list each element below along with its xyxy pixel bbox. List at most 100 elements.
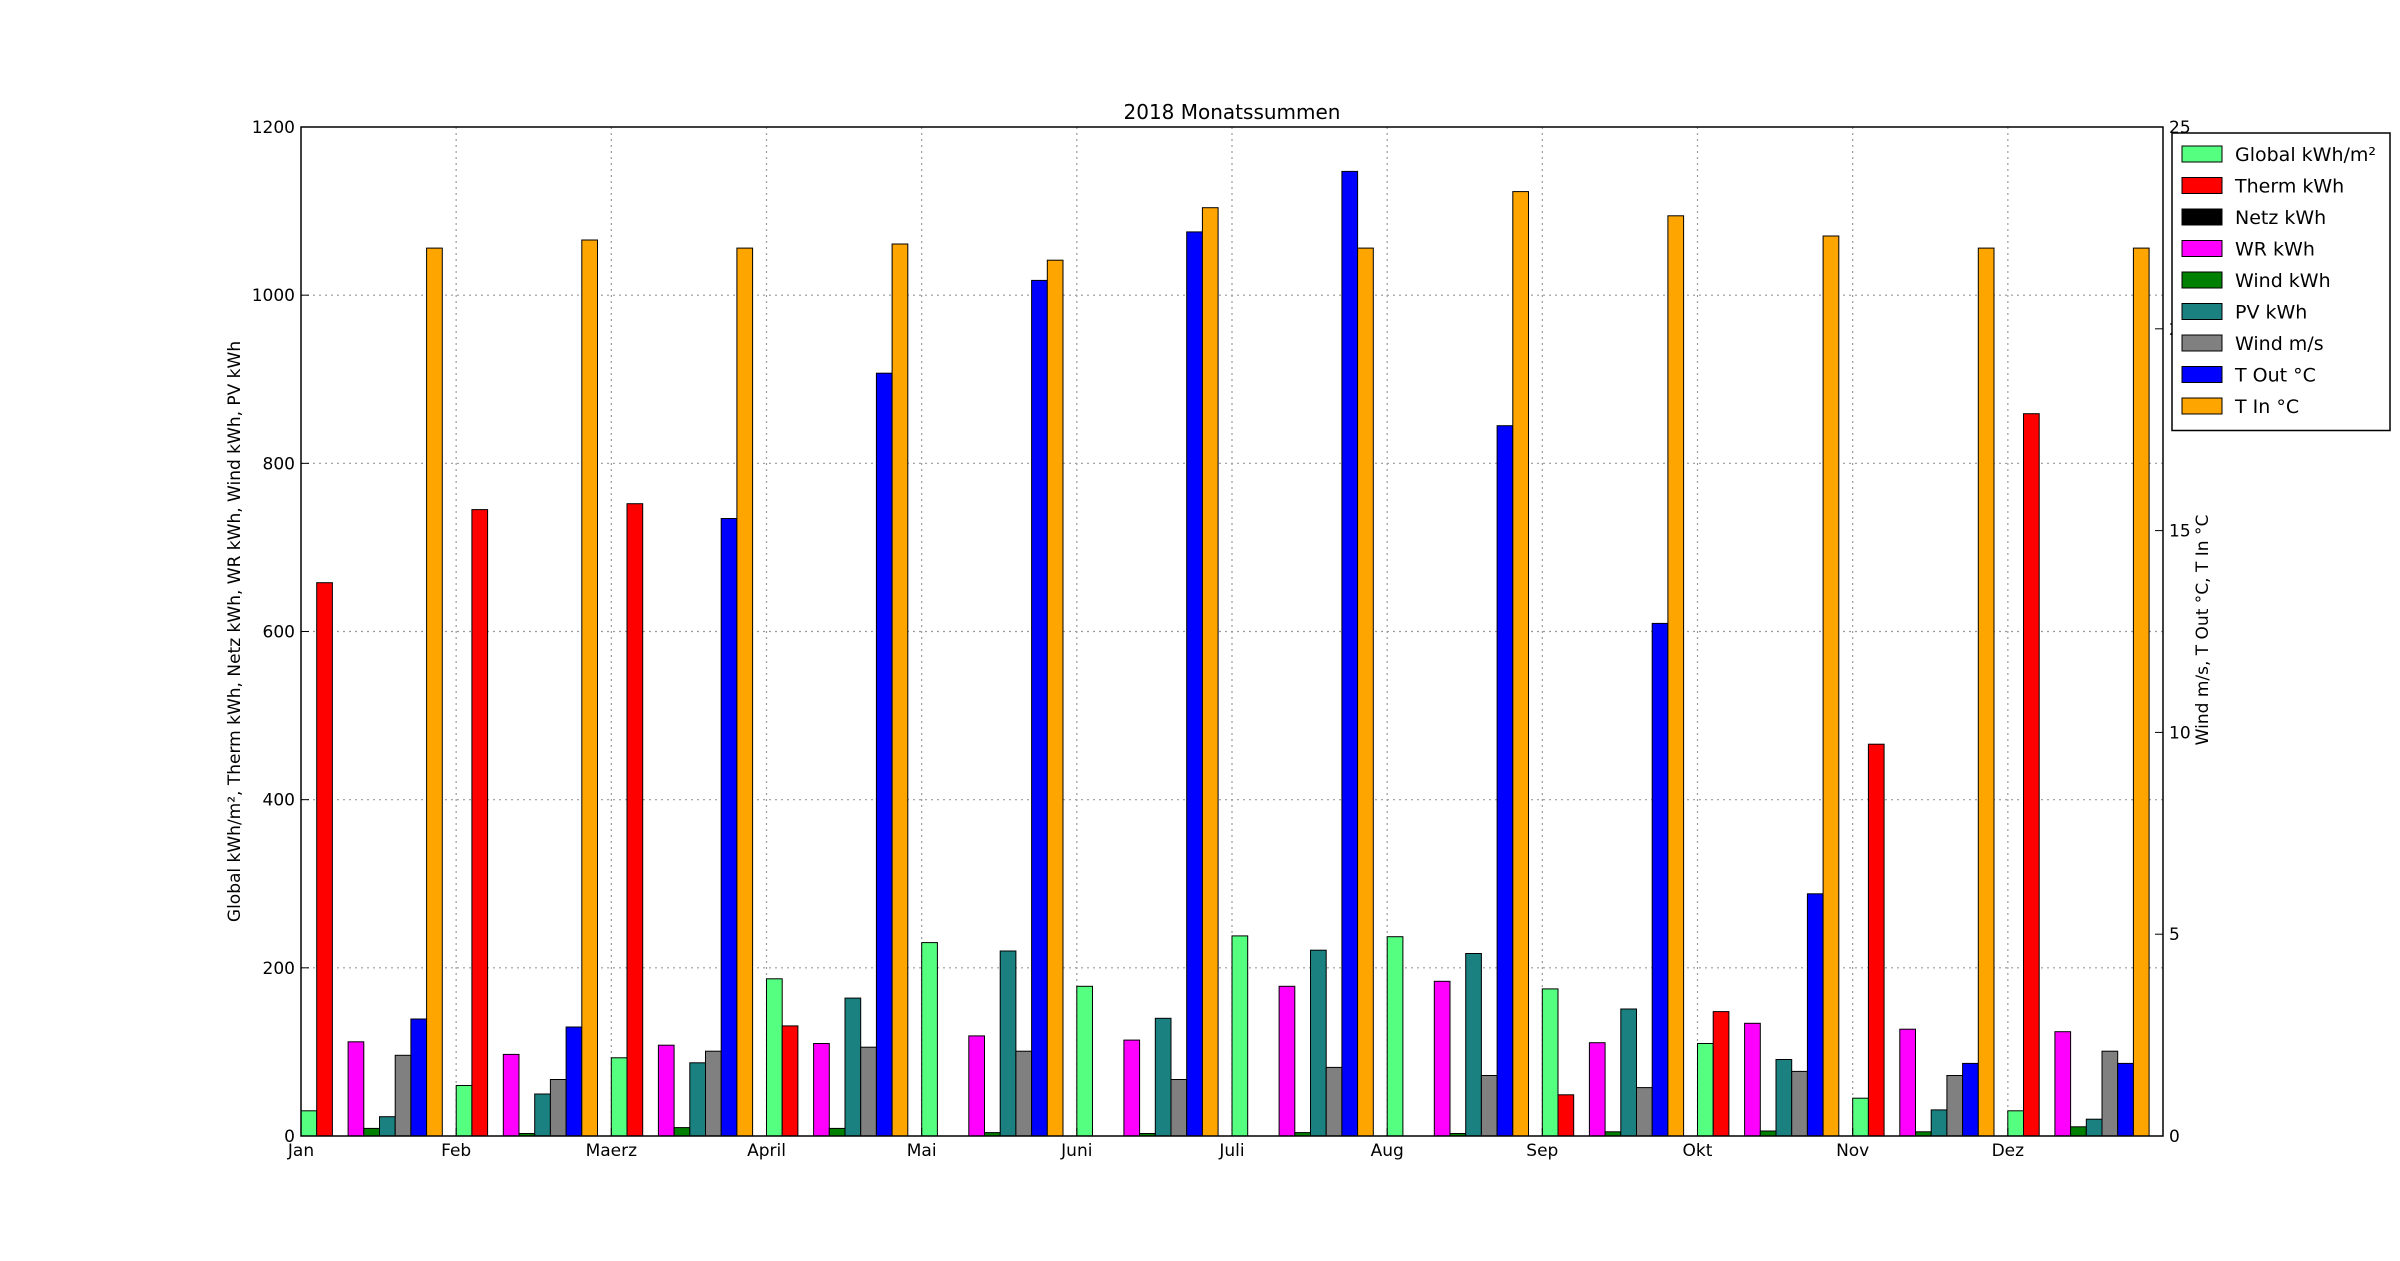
y-tick-label-left: 0 [284,1127,295,1147]
bar [1123,1039,1141,1137]
bar [705,1050,722,1137]
bar [891,243,909,1137]
bar [1557,1094,1575,1137]
bar [300,1110,318,1137]
legend-swatch [2181,145,2223,163]
bar [1791,1070,1808,1137]
bar [2054,1031,2072,1137]
bar [1496,425,1514,1137]
bar [1186,231,1203,1137]
bar [1231,935,1249,1137]
bar [1977,247,1995,1137]
legend-swatch [2181,334,2223,352]
bar [875,372,893,1137]
bar [1962,1062,1979,1137]
y-tick-label-right: 15 [2169,522,2191,542]
legend-swatch [2181,177,2223,194]
bar [1806,893,1824,1137]
bar [394,1054,412,1137]
legend-label: Global kWh/m² [2235,144,2376,166]
bar [626,503,644,1137]
legend-label: Netz kWh [2235,207,2326,229]
bar [1046,259,1064,1137]
y-tick-label-left: 600 [263,623,295,643]
legend-swatch [2181,208,2223,226]
y-tick-label-left: 800 [263,454,295,474]
legend-label: T In °C [2234,396,2299,418]
bar [1744,1022,1761,1137]
x-tick-label: Nov [1836,1141,1869,1161]
bar [720,518,738,1137]
bar [1201,207,1219,1137]
bar [1015,1050,1033,1137]
bar [1712,1011,1730,1137]
bar [1154,1017,1172,1137]
legend-swatch [2181,303,2223,320]
x-tick-label: April [747,1141,786,1161]
bar [921,942,938,1137]
y-tick-label-right: 10 [2169,723,2191,743]
bar [766,978,783,1137]
bar [1899,1028,1917,1137]
bar [1341,170,1359,1137]
bar [1465,953,1482,1137]
legend-swatch [2181,397,2223,415]
bar [1651,622,1669,1137]
bar [581,239,598,1137]
bar [1325,1066,1343,1137]
legend-label: Wind m/s [2235,333,2324,355]
y-axis-label-left: Global kWh/m², Therm kWh, Netz kWh, WR k… [225,341,245,922]
bar [657,1044,675,1137]
y-tick-label-left: 1200 [252,118,295,138]
bar [1867,743,1885,1137]
x-tick-label: Feb [441,1141,471,1161]
legend-label: WR kWh [2235,239,2315,261]
bar [1433,980,1451,1137]
bar [1588,1042,1606,1137]
bar [1310,949,1327,1137]
series-group [300,935,2025,1137]
legend-label: T Out °C [2234,365,2316,387]
bar [1930,1109,1948,1137]
bar [410,1018,428,1137]
bar [610,1057,628,1137]
bar [347,1041,365,1137]
bar [860,1046,877,1137]
bar [1386,936,1404,1137]
bar [455,1085,473,1137]
bar [1480,1075,1498,1137]
legend-swatch [2181,240,2223,257]
bar [471,509,489,1137]
legend-swatch [2181,271,2223,289]
x-tick-label: Okt [1683,1141,1713,1161]
legend-label: Wind kWh [2235,270,2331,292]
y-tick-label-left: 1000 [252,286,295,306]
bar [844,997,862,1137]
series-group [316,413,2040,1137]
bar [2117,1062,2134,1137]
x-tick-label: Mai [907,1141,937,1161]
legend: Global kWh/m² Therm kWh Netz kWh WR kWh Wind… [2171,132,2391,432]
series-group [347,980,2072,1137]
bar [363,1127,380,1137]
x-tick-label: Aug [1371,1141,1404,1161]
bar [1775,1059,1793,1137]
bar [534,1093,551,1137]
bar [1278,985,1296,1137]
x-tick-label: Dez [1992,1141,2025,1161]
bar [1031,279,1048,1137]
legend-label: Therm kWh [2234,176,2344,198]
bar [828,1127,846,1137]
bar [673,1127,691,1137]
bar [316,582,333,1137]
bar [1541,988,1559,1137]
series-group [426,191,2150,1137]
bar [968,1035,985,1137]
y-axis-label-right: Wind m/s, T Out °C, T In °C [2193,515,2213,746]
x-tick-label: Sep [1526,1141,1558,1161]
bar [1170,1079,1188,1137]
bar [2101,1050,2119,1137]
x-tick-label: Juni [1060,1141,1092,1161]
y-tick-label-left: 200 [263,959,295,979]
